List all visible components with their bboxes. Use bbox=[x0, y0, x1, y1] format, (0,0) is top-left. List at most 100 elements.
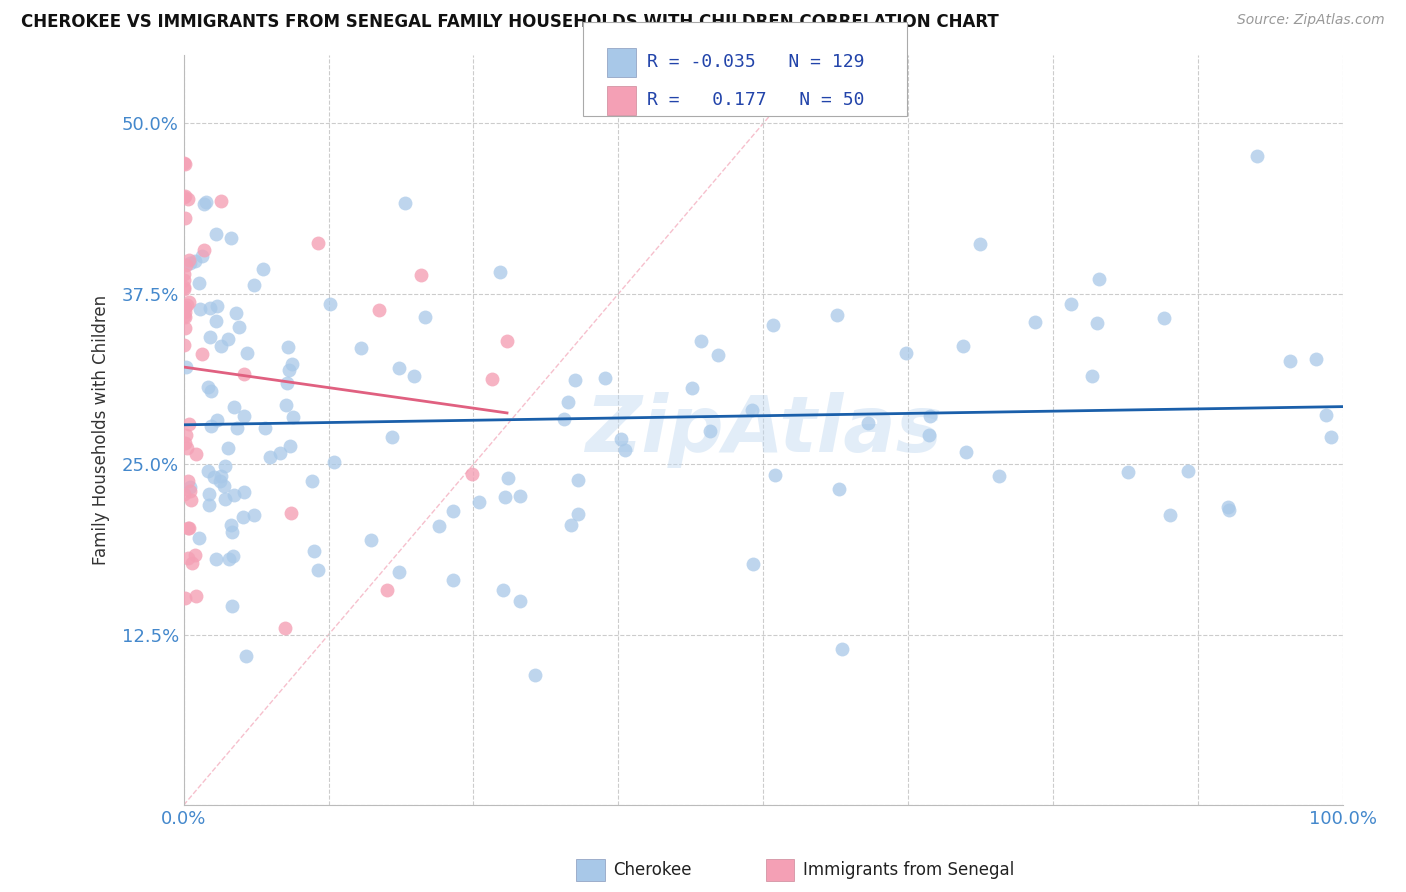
Point bbox=[174, 304, 197, 318]
Point bbox=[200, 384, 222, 399]
Point bbox=[468, 494, 491, 508]
Point bbox=[387, 565, 409, 579]
Point bbox=[209, 194, 232, 209]
Point bbox=[221, 518, 243, 533]
Point bbox=[918, 409, 941, 423]
Point bbox=[173, 487, 195, 501]
Point bbox=[494, 491, 516, 505]
Point bbox=[225, 421, 247, 435]
Point bbox=[173, 189, 195, 203]
Point bbox=[214, 491, 236, 506]
Point bbox=[278, 439, 301, 453]
Point bbox=[236, 346, 259, 360]
Point bbox=[856, 416, 879, 430]
Point bbox=[1218, 500, 1240, 514]
Point bbox=[394, 195, 416, 210]
Point bbox=[509, 594, 531, 608]
Point bbox=[173, 273, 195, 287]
Point bbox=[367, 303, 389, 318]
Point bbox=[205, 313, 228, 327]
Point bbox=[1246, 149, 1268, 163]
Point bbox=[955, 445, 977, 459]
Point bbox=[177, 295, 200, 310]
Point bbox=[195, 194, 218, 209]
Point bbox=[197, 464, 219, 478]
Point bbox=[1060, 297, 1083, 311]
Point bbox=[409, 268, 432, 283]
Point bbox=[186, 447, 208, 461]
Point bbox=[1218, 503, 1240, 517]
Text: R = -0.035   N = 129: R = -0.035 N = 129 bbox=[647, 54, 865, 71]
Point bbox=[184, 590, 207, 604]
Point bbox=[301, 475, 323, 489]
Point bbox=[233, 409, 256, 424]
Point bbox=[218, 552, 240, 566]
Point bbox=[222, 400, 245, 414]
Point bbox=[825, 309, 848, 323]
Point bbox=[276, 398, 298, 412]
Point bbox=[212, 478, 235, 492]
Point bbox=[259, 450, 281, 464]
Point bbox=[278, 363, 301, 377]
Point bbox=[567, 507, 589, 521]
Point bbox=[177, 521, 200, 535]
Point bbox=[228, 320, 250, 334]
Point bbox=[177, 521, 200, 535]
Point bbox=[1315, 408, 1337, 422]
Point bbox=[177, 551, 200, 566]
Point bbox=[173, 267, 195, 281]
Point bbox=[1116, 465, 1139, 479]
Point bbox=[173, 309, 195, 323]
Point bbox=[174, 436, 197, 450]
Point bbox=[177, 417, 200, 431]
Point bbox=[177, 252, 200, 267]
Point bbox=[198, 487, 221, 501]
Point bbox=[441, 573, 464, 587]
Point bbox=[918, 427, 941, 442]
Point bbox=[413, 310, 436, 324]
Point bbox=[202, 470, 225, 484]
Point bbox=[198, 329, 221, 343]
Point bbox=[232, 510, 254, 524]
Point bbox=[173, 190, 195, 204]
Point bbox=[614, 443, 637, 458]
Point bbox=[218, 441, 240, 455]
Text: Cherokee: Cherokee bbox=[613, 861, 692, 879]
Point bbox=[323, 455, 346, 469]
Point bbox=[302, 543, 325, 558]
Point bbox=[681, 380, 703, 394]
Point bbox=[173, 301, 195, 316]
Point bbox=[176, 298, 198, 312]
Point bbox=[253, 421, 276, 435]
Point bbox=[277, 340, 299, 354]
Point bbox=[200, 418, 222, 433]
Point bbox=[381, 430, 404, 444]
Point bbox=[176, 359, 198, 374]
Point bbox=[496, 470, 519, 484]
Point bbox=[307, 564, 329, 578]
Point bbox=[179, 483, 201, 498]
Text: CHEROKEE VS IMMIGRANTS FROM SENEGAL FAMILY HOUSEHOLDS WITH CHILDREN CORRELATION : CHEROKEE VS IMMIGRANTS FROM SENEGAL FAMI… bbox=[21, 13, 998, 31]
Point bbox=[221, 525, 243, 540]
Point bbox=[763, 467, 786, 482]
Point bbox=[699, 424, 721, 438]
Point bbox=[174, 211, 197, 226]
Point bbox=[741, 403, 763, 417]
Point bbox=[197, 379, 219, 393]
Point bbox=[188, 302, 211, 317]
Point bbox=[523, 667, 546, 681]
Point bbox=[193, 196, 215, 211]
Point bbox=[252, 261, 274, 276]
Point bbox=[283, 409, 305, 424]
Point bbox=[173, 280, 195, 294]
Point bbox=[209, 469, 232, 483]
Point bbox=[209, 339, 232, 353]
Point bbox=[707, 348, 730, 362]
Point bbox=[174, 258, 197, 272]
Point bbox=[183, 254, 205, 268]
Point bbox=[222, 488, 245, 502]
Point bbox=[179, 256, 201, 270]
Point bbox=[225, 306, 247, 320]
Point bbox=[173, 320, 195, 334]
Point bbox=[274, 621, 297, 635]
